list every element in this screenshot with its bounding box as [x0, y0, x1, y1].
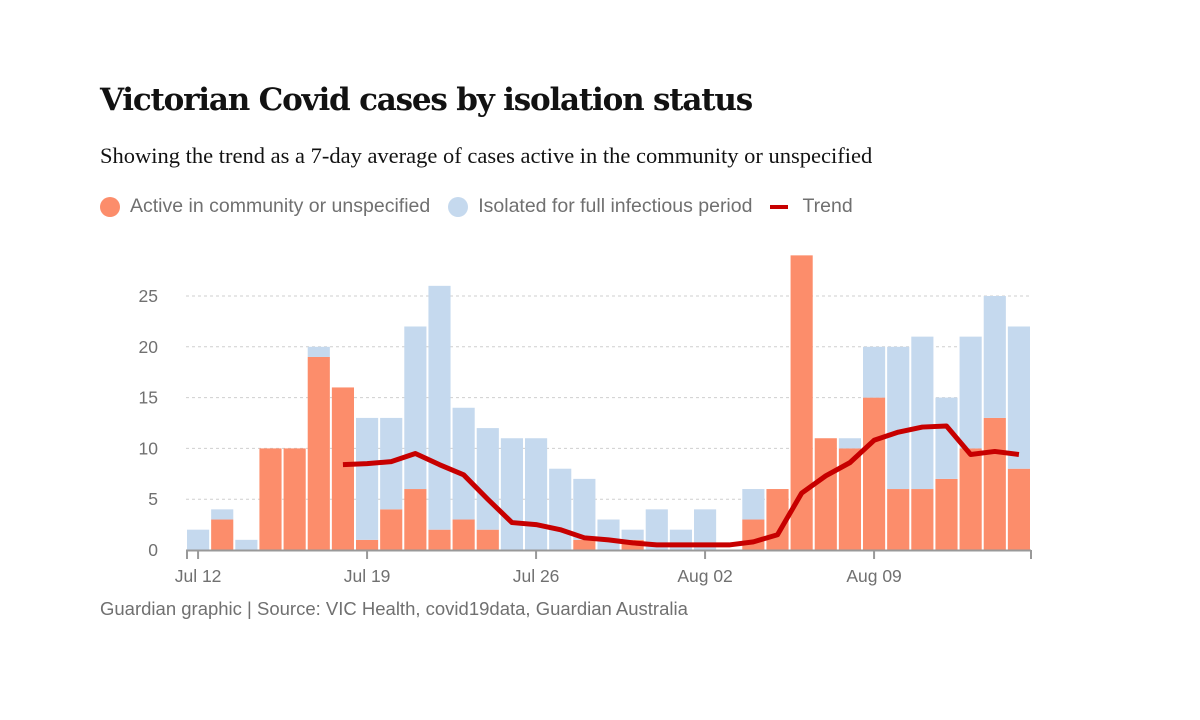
bars: [187, 255, 1030, 551]
bar-isolated: [573, 478, 596, 540]
bar-isolated: [428, 285, 451, 530]
bar-community: [283, 448, 306, 550]
bar-community: [935, 478, 958, 550]
bar-community: [452, 519, 475, 550]
bar-isolated: [887, 346, 910, 490]
bar-isolated: [1007, 326, 1030, 469]
x-tick-label: Jul 26: [513, 566, 560, 586]
bar-isolated: [694, 509, 717, 550]
bar-isolated: [500, 438, 523, 550]
bar-isolated: [742, 489, 765, 520]
bar-community: [863, 397, 886, 550]
bar-isolated: [356, 417, 379, 540]
y-tick-label: 5: [148, 489, 158, 509]
trend-line-swatch-icon: [770, 204, 789, 209]
bar-community: [742, 519, 765, 550]
bar-isolated: [645, 509, 668, 550]
y-tick-label: 15: [139, 388, 158, 408]
y-axis-ticks: 0 5 10 15 20 25: [139, 286, 159, 560]
bar-community: [307, 356, 330, 550]
bar-community: [331, 387, 354, 550]
bar-community: [356, 539, 379, 550]
bar-isolated: [863, 346, 886, 398]
bar-community: [838, 448, 861, 550]
y-tick-label: 25: [139, 286, 158, 306]
bar-community: [887, 489, 910, 550]
bar-community: [790, 255, 813, 551]
bar-isolated: [549, 468, 572, 550]
legend-item-isolated: Isolated for full infectious period: [448, 195, 752, 218]
bar-isolated: [235, 539, 258, 550]
bar-isolated: [597, 519, 620, 550]
bar-community: [911, 489, 934, 550]
chart-title: Victorian Covid cases by isolation statu…: [100, 82, 753, 118]
bar-isolated: [307, 346, 330, 357]
bar-community: [211, 519, 234, 550]
legend-label-isolated: Isolated for full infectious period: [478, 195, 753, 217]
legend-item-trend: Trend: [770, 195, 853, 218]
bar-community: [476, 529, 499, 550]
y-tick-label: 20: [139, 337, 159, 357]
bar-isolated: [959, 336, 982, 449]
bar-isolated: [621, 529, 644, 540]
bar-community: [983, 417, 1006, 550]
bar-community: [814, 438, 837, 550]
bar-isolated: [911, 336, 934, 490]
community-swatch-icon: [100, 196, 120, 217]
bar-community: [573, 539, 596, 550]
bar-isolated: [211, 509, 234, 520]
bar-isolated: [187, 529, 210, 550]
bar-community: [428, 529, 451, 550]
bar-isolated: [476, 428, 499, 530]
bar-community: [1007, 468, 1030, 550]
legend-item-community: Active in community or unspecified: [100, 195, 430, 218]
y-tick-label: 10: [139, 438, 159, 458]
bar-community: [380, 509, 403, 550]
bar-community: [259, 448, 282, 550]
source-footer: Guardian graphic | Source: VIC Health, c…: [100, 598, 688, 619]
legend-label-community: Active in community or unspecified: [130, 195, 431, 217]
legend-label-trend: Trend: [802, 195, 853, 217]
trend-line-group: [342, 423, 1020, 548]
bar-community: [404, 489, 427, 550]
chart-subtitle: Showing the trend as a 7-day average of …: [100, 143, 873, 168]
bar-community: [959, 448, 982, 550]
x-tick-label: Aug 02: [677, 566, 732, 586]
isolated-swatch-icon: [448, 196, 469, 217]
bar-isolated: [404, 326, 427, 490]
x-axis-ticks: Jul 12 Jul 19 Jul 26 Aug 02 Aug 09: [175, 550, 902, 586]
trend-line: [342, 423, 1020, 548]
legend: Active in community or unspecified Isola…: [100, 195, 871, 218]
x-tick-label: Jul 19: [344, 566, 391, 586]
y-tick-label: 0: [148, 540, 158, 560]
bar-isolated: [983, 296, 1006, 418]
x-tick-label: Aug 09: [846, 566, 901, 586]
bar-isolated: [935, 397, 958, 479]
bar-isolated: [838, 438, 861, 449]
bar-isolated: [452, 407, 475, 520]
x-axis: [186, 549, 1032, 559]
x-tick-label: Jul 12: [175, 566, 222, 586]
bar-isolated: [525, 438, 548, 550]
